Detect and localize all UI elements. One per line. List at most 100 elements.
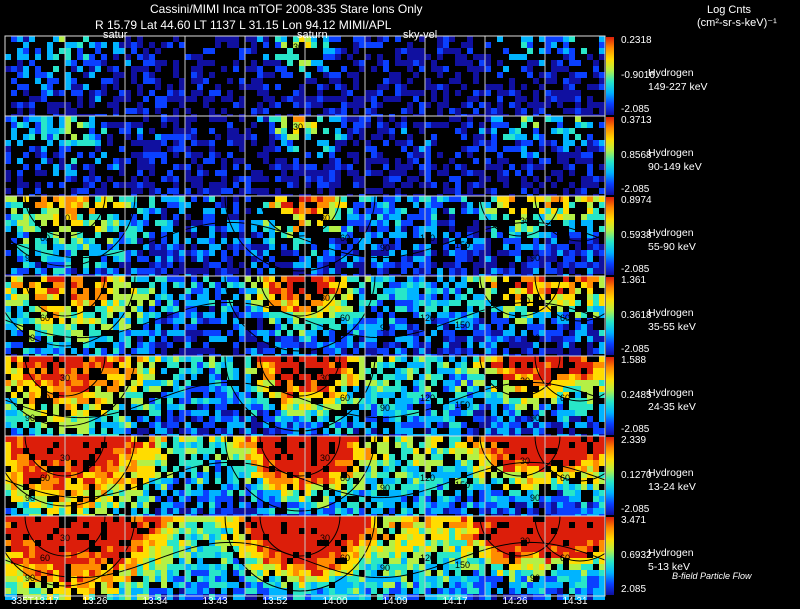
scale-max: 2.339 bbox=[621, 435, 647, 446]
scale-max: 0.2318 bbox=[621, 35, 652, 46]
contour-label: 90 bbox=[380, 243, 390, 253]
contour-label: 30 bbox=[520, 216, 530, 226]
scale-mid: 0.2485 bbox=[621, 390, 652, 401]
species-label: Hydrogen bbox=[648, 547, 694, 559]
contour-arc bbox=[479, 435, 561, 477]
contour-arc bbox=[224, 355, 376, 432]
colorbar bbox=[606, 517, 614, 595]
overlay-label: sky-vel bbox=[403, 29, 437, 41]
scale-min: -2.085 bbox=[621, 184, 650, 195]
overlay-label: saturn bbox=[297, 29, 328, 41]
colorbar bbox=[606, 37, 614, 115]
panel-2: 30 bbox=[4, 115, 614, 200]
x-tick-label: 14:00 bbox=[322, 596, 348, 607]
contour-arc bbox=[534, 195, 626, 242]
scale-mid: -0.9016 bbox=[621, 70, 655, 81]
x-tick-label: 13:26 bbox=[82, 596, 108, 607]
scale-min: -2.085 bbox=[621, 424, 650, 435]
scale-max: 0.8974 bbox=[621, 195, 652, 206]
contour-label: 90 bbox=[530, 573, 540, 583]
scale-min: -2.085 bbox=[621, 344, 650, 355]
contour-label: 30 bbox=[293, 122, 303, 132]
x-tick-label: 14:09 bbox=[382, 596, 408, 607]
contour-label: 150 bbox=[455, 240, 470, 250]
scale-mid: 0.3618 bbox=[621, 310, 652, 321]
species-label: Hydrogen bbox=[648, 307, 694, 319]
contour-label: 120 bbox=[420, 553, 435, 563]
x-tick-label: 14:31 bbox=[562, 596, 588, 607]
colorbar bbox=[606, 117, 614, 195]
contour-label: 90 bbox=[25, 493, 35, 503]
overlay-label: satur bbox=[103, 29, 128, 41]
contour-arc bbox=[479, 275, 561, 317]
contour-label: 90 bbox=[530, 493, 540, 503]
species-label: Hydrogen bbox=[648, 387, 694, 399]
x-tick-label: 14:26 bbox=[502, 596, 528, 607]
contour-label: 30 bbox=[320, 373, 330, 383]
contour-arc bbox=[259, 355, 341, 397]
x-tick-label: 13:34 bbox=[142, 596, 168, 607]
x-tick-label: 13:52 bbox=[262, 596, 288, 607]
contour-arc bbox=[479, 515, 561, 557]
energy-label: 5-13 keV bbox=[648, 561, 691, 573]
contour-arc bbox=[259, 195, 341, 237]
scale-mid: 0.6932 bbox=[621, 550, 652, 561]
colorbar bbox=[606, 277, 614, 355]
contour-arc bbox=[479, 355, 561, 397]
contour-label: 60 bbox=[340, 553, 350, 563]
energy-label: 55-90 keV bbox=[648, 241, 696, 253]
panel-1: 30 bbox=[4, 35, 614, 120]
contour-label: 60 bbox=[40, 553, 50, 563]
scale-max: 3.471 bbox=[621, 515, 647, 526]
contour-arc bbox=[534, 275, 626, 322]
contour-label: 30 bbox=[293, 42, 303, 52]
contour-label: 60 bbox=[340, 313, 350, 323]
x-tick-label: 335T13:17 bbox=[11, 596, 59, 607]
contour-label: 30 bbox=[520, 376, 530, 386]
contour-label: 60 bbox=[340, 393, 350, 403]
contour-label: 90 bbox=[530, 253, 540, 263]
contour-arc bbox=[259, 435, 341, 477]
scale-max: 1.361 bbox=[621, 275, 647, 286]
contour-label: 60 bbox=[560, 393, 570, 403]
flow-label: B-field Particle Flow bbox=[672, 571, 752, 581]
contour-label: 120 bbox=[420, 393, 435, 403]
scale-min: 2.085 bbox=[621, 584, 647, 595]
scale-max: 1.588 bbox=[621, 355, 647, 366]
contour-arc bbox=[224, 275, 376, 352]
contour-arc bbox=[224, 515, 376, 592]
contour-label: 150 bbox=[455, 400, 470, 410]
contour-arc bbox=[259, 515, 341, 557]
energy-label: 13-24 keV bbox=[648, 481, 696, 493]
contour-label: 30 bbox=[320, 533, 330, 543]
energy-label: 35-55 keV bbox=[648, 321, 696, 333]
contour-arc bbox=[534, 435, 626, 482]
contour-label: 60 bbox=[340, 233, 350, 243]
colorbar-units: (cm²-sr-s-keV)⁻¹ bbox=[697, 17, 777, 29]
contour-label: 120 bbox=[420, 473, 435, 483]
contour-label: 30 bbox=[320, 213, 330, 223]
contour-label: 120 bbox=[420, 233, 435, 243]
contour-label: 90 bbox=[25, 413, 35, 423]
panel-border bbox=[4, 515, 606, 597]
ephemeris-line: R 15.79 Lat 44.60 LT 1137 L 31.15 Lon 94… bbox=[95, 18, 392, 32]
colorbar bbox=[606, 437, 614, 515]
contour-label: 60 bbox=[40, 233, 50, 243]
scale-mid: 0.8568 bbox=[621, 150, 652, 161]
chart-title: Cassini/MIMI Inca mTOF 2008-335 Stare Io… bbox=[150, 2, 423, 16]
contour-label: 30 bbox=[520, 536, 530, 546]
contour-arc bbox=[259, 275, 341, 317]
contour-arc bbox=[224, 195, 376, 272]
contour-label: 90 bbox=[25, 333, 35, 343]
contour-label: 150 bbox=[455, 320, 470, 330]
contour-arc bbox=[534, 355, 626, 402]
species-label: Hydrogen bbox=[648, 467, 694, 479]
contour-label: 60 bbox=[560, 553, 570, 563]
scale-min: -2.085 bbox=[621, 264, 650, 275]
colorbar bbox=[606, 357, 614, 435]
contour-arc bbox=[224, 435, 376, 512]
